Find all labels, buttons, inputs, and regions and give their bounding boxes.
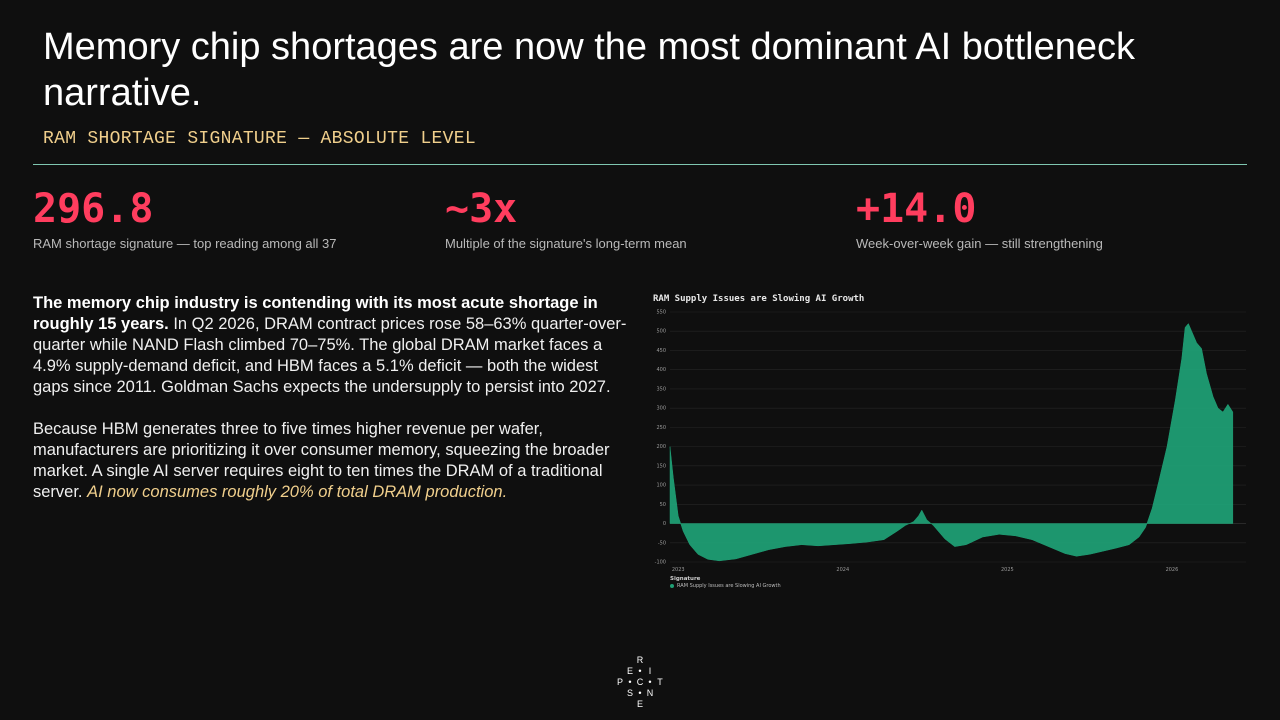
stat-value: ~3x: [445, 186, 518, 232]
y-tick-label: -100: [655, 560, 666, 566]
divider: [33, 164, 1247, 165]
page-title: Memory chip shortages are now the most d…: [43, 26, 1135, 114]
y-tick-label: -50: [658, 540, 666, 546]
legend-label: RAM Supply Issues are Slowing AI Growth: [677, 583, 781, 589]
y-tick-label: 550: [656, 310, 666, 316]
y-tick-label: 300: [656, 406, 666, 412]
stat-value: +14.0: [856, 186, 977, 232]
x-tick-label: 2025: [1001, 567, 1014, 573]
legend-swatch: [670, 584, 674, 588]
logo-letter: S: [626, 688, 633, 698]
logo-letter: I: [648, 666, 652, 676]
stat-card-multiple: ~3x Multiple of the signature's long-ter…: [445, 186, 805, 251]
stat-card-weekly-gain: +14.0 Week-over-week gain — still streng…: [856, 186, 1216, 251]
y-tick-label: 50: [660, 502, 666, 508]
logo-dot: •: [648, 677, 652, 687]
y-tick-label: 100: [656, 483, 666, 489]
body-text: The memory chip industry is contending w…: [33, 293, 633, 524]
stat-label: Week-over-week gain — still strengthenin…: [856, 236, 1103, 251]
series-area: [669, 323, 1234, 562]
logo-letter: E: [636, 699, 643, 709]
x-tick-label: 2023: [672, 567, 685, 573]
legend-title: Signature: [670, 576, 701, 582]
stat-value: 296.8: [33, 186, 154, 232]
area-chart: RAM Supply Issues are Slowing AI Growth …: [650, 290, 1250, 595]
stat-card-peak: 296.8 RAM shortage signature — top readi…: [33, 186, 393, 251]
paragraph-1: The memory chip industry is contending w…: [33, 293, 633, 398]
y-tick-label: 200: [656, 444, 666, 450]
chart-plot: -100 -50 0 50 100 150 200 250 300 350 400 450 500 550…: [655, 310, 1246, 573]
stat-label: RAM shortage signature — top reading amo…: [33, 236, 337, 251]
y-tick-label: 400: [656, 367, 666, 373]
paragraph-1-lead: The memory chip industry is contending w…: [33, 294, 598, 333]
paragraph-2-rest: Because HBM generates three to five time…: [33, 420, 610, 501]
paragraph-2-highlight: AI now consumes roughly 20% of total DRA…: [87, 483, 508, 501]
y-tick-label: 500: [656, 329, 666, 335]
logo-letter: R: [636, 655, 644, 665]
x-tick-label: 2026: [1166, 567, 1179, 573]
stat-label: Multiple of the signature's long-term me…: [445, 236, 687, 251]
paragraph-1-rest: In Q2 2026, DRAM contract prices rose 58…: [33, 315, 627, 396]
chart-title: RAM Supply Issues are Slowing AI Growth: [653, 294, 865, 304]
y-tick-label: 150: [656, 463, 666, 469]
logo-dot: •: [628, 677, 632, 687]
logo-letter: E: [626, 666, 633, 676]
brand-logo: R E • I P • C • T S • N E: [612, 655, 668, 709]
x-tick-label: 2024: [836, 567, 849, 573]
logo-letter: C: [636, 677, 644, 687]
logo-letter: P: [616, 677, 623, 687]
legend-item: RAM Supply Issues are Slowing AI Growth: [670, 583, 781, 589]
logo-letter: N: [646, 688, 654, 698]
y-tick-label: 250: [656, 425, 666, 431]
section-subtitle: RAM SHORTAGE SIGNATURE — ABSOLUTE LEVEL: [43, 129, 476, 149]
logo-dot: •: [638, 688, 642, 698]
y-tick-label: 450: [656, 348, 666, 354]
chart-legend: Signature RAM Supply Issues are Slowing …: [670, 576, 781, 589]
y-tick-label: 0: [663, 521, 666, 527]
paragraph-2: Because HBM generates three to five time…: [33, 419, 633, 503]
logo-dot: •: [638, 666, 642, 676]
y-tick-label: 350: [656, 386, 666, 392]
logo-letter: T: [657, 677, 663, 687]
